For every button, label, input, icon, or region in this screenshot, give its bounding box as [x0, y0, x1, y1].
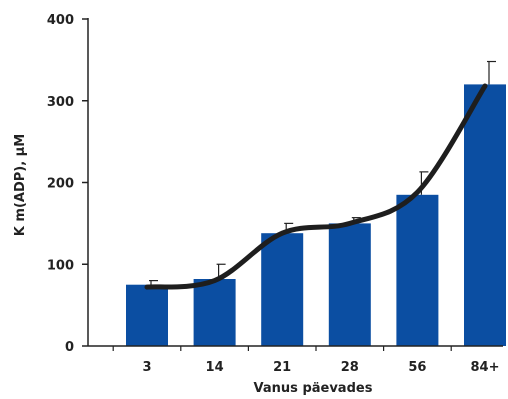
- y-tick-label-200: 200: [47, 177, 74, 192]
- x-tick-label-21: 21: [273, 360, 291, 375]
- bar-56: [396, 194, 439, 346]
- bar-21: [261, 233, 304, 346]
- x-tick-label-14: 14: [206, 360, 224, 375]
- bar-3: [126, 284, 168, 346]
- x-tick-label-28: 28: [341, 360, 359, 375]
- y-tick-label-100: 100: [47, 258, 74, 273]
- y-tick-label-400: 400: [47, 13, 74, 28]
- x-tick-label-56: 56: [408, 360, 426, 375]
- x-axis-label: Vanus päevades: [254, 381, 373, 395]
- bar-28: [328, 223, 371, 346]
- y-tick-label-0: 0: [65, 340, 74, 355]
- bar-14: [193, 279, 236, 346]
- x-tick-label-3: 3: [142, 360, 151, 375]
- y-tick-label-300: 300: [47, 95, 74, 110]
- bar-84+: [464, 84, 506, 347]
- x-tick-label-84+: 84+: [471, 360, 500, 375]
- trend-curve: [144, 83, 488, 290]
- y-axis-label: K m(ADP), μM: [13, 134, 28, 236]
